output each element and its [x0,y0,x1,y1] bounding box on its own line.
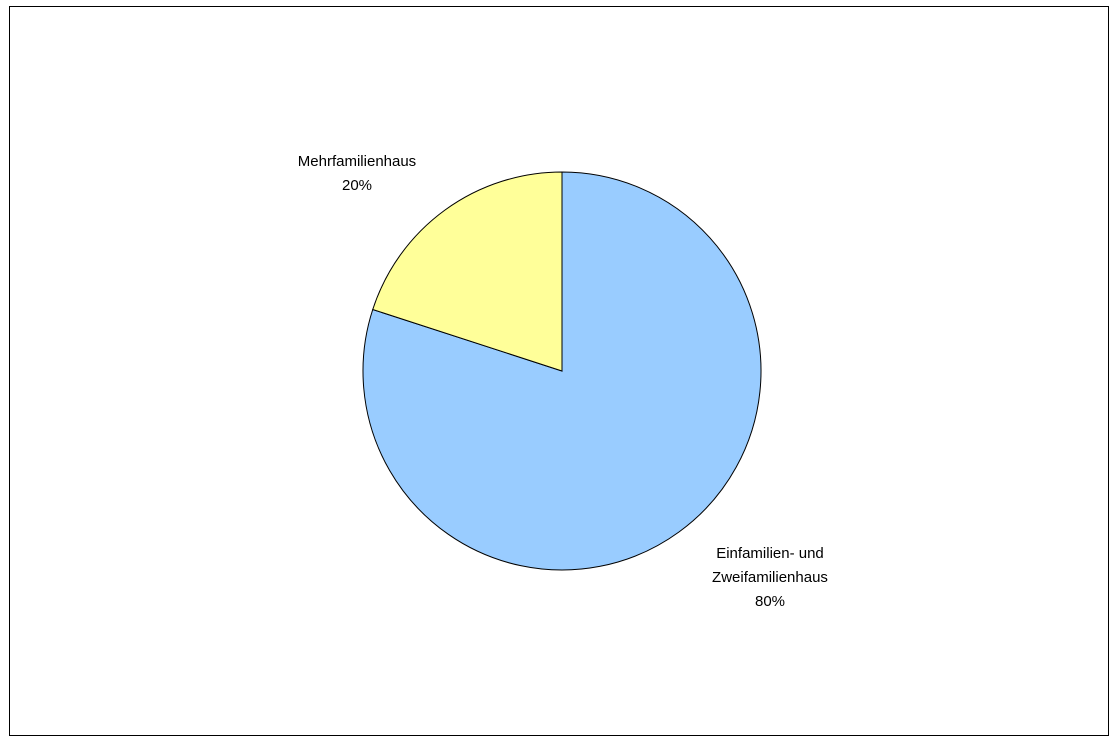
pie-slice-2 [372,171,563,372]
data-label-line: Einfamilien- und [716,545,824,562]
data-label-line: Mehrfamilienhaus [298,153,416,170]
data-label-line: 20% [342,177,372,194]
pie-slices [362,171,762,571]
data-label-2: Mehrfamilienhaus 20% [298,153,416,194]
data-labels: Einfamilien- und Zweifamilienhaus 80% Mehrf… [298,153,828,610]
data-label-line: 80% [755,593,785,610]
data-label-1: Einfamilien- und Zweifamilienhaus 80% [712,545,828,610]
data-label-line: Zweifamilienhaus [712,569,828,586]
